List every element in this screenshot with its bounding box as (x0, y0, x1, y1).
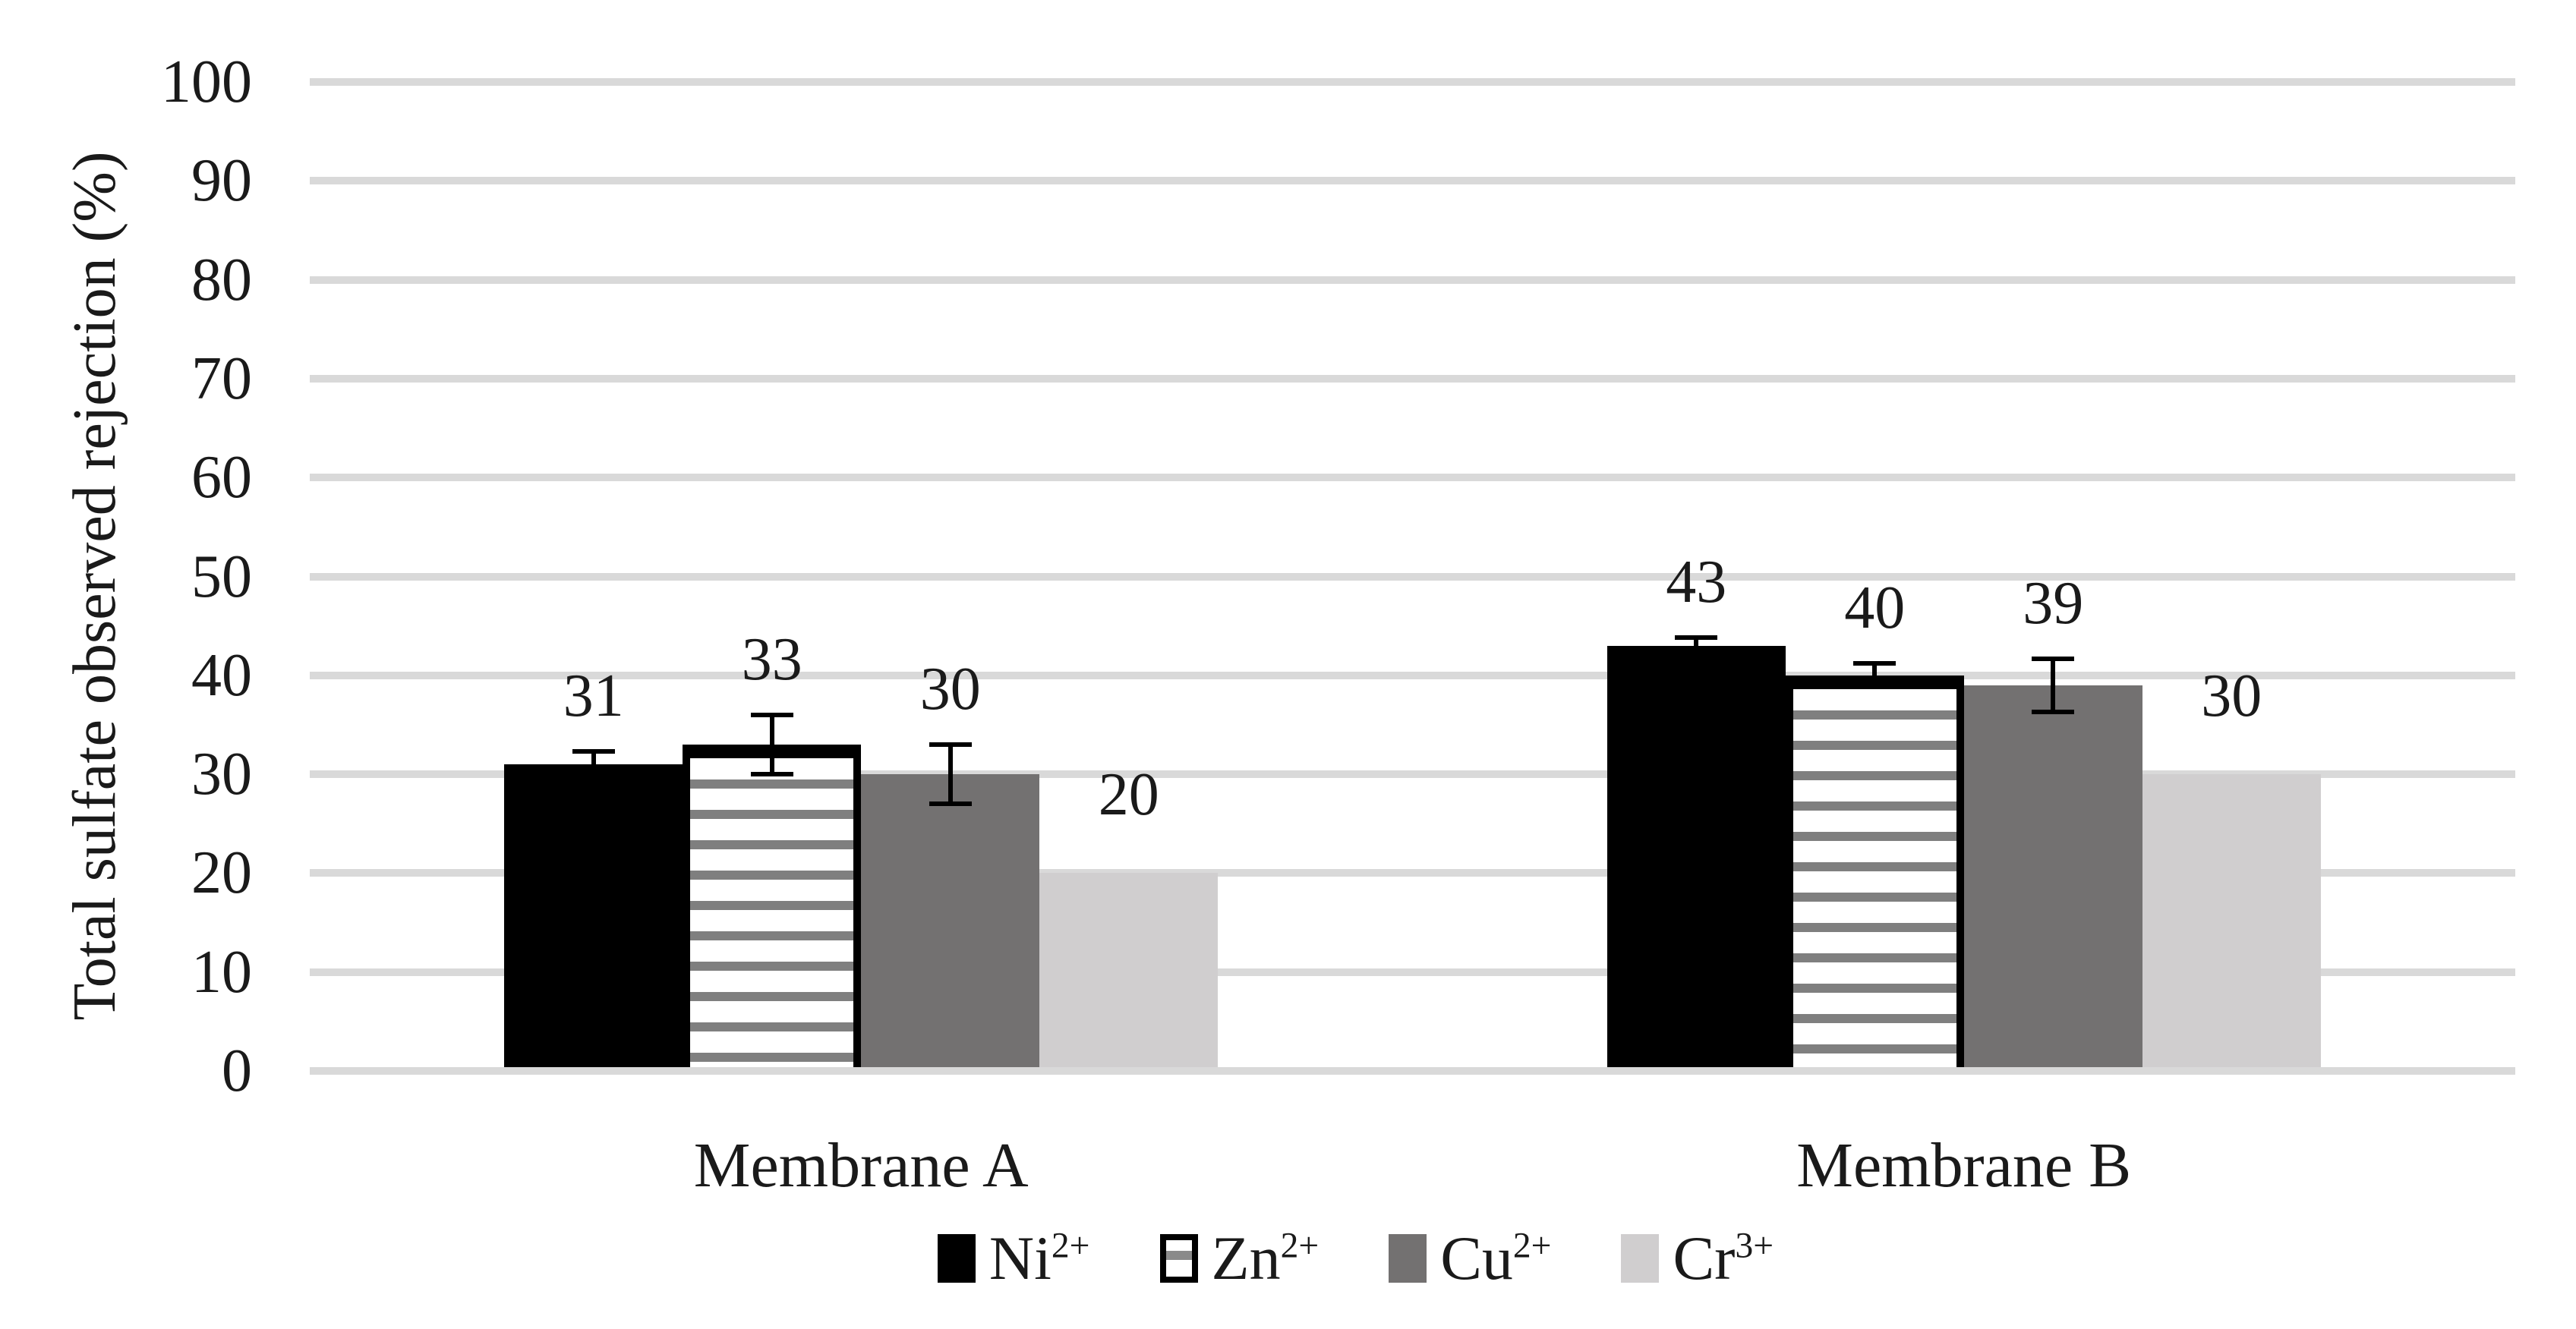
grid-line (310, 474, 2515, 481)
legend-label-cu: Cu2+ (1440, 1223, 1552, 1293)
legend-label-ni: Ni2+ (988, 1223, 1090, 1293)
y-tick-label: 70 (191, 345, 252, 412)
y-tick-label: 40 (191, 642, 252, 709)
y-tick-label: 100 (161, 49, 252, 115)
grid-line (310, 672, 2515, 679)
legend-swatch-zn (1159, 1234, 1198, 1283)
y-tick-label: 0 (222, 1038, 252, 1104)
data-label-membrane-b-ni: 43 (1666, 549, 1727, 616)
error-bar-cap-bottom (1853, 685, 1897, 689)
error-bar-cap-top (1675, 635, 1718, 640)
bar-membrane-a-ni (504, 764, 683, 1067)
y-tick-label: 80 (191, 247, 252, 313)
data-label-membrane-a-zn: 33 (741, 626, 802, 693)
error-bar-membrane-a-ni (591, 751, 596, 777)
error-bar-membrane-a-cu (947, 745, 953, 804)
error-bar-cap-top (2032, 657, 2075, 661)
legend-item-cu: Cu2+ (1389, 1227, 1551, 1290)
legend-item-zn: Zn2+ (1159, 1223, 1320, 1293)
y-tick-label: 10 (191, 939, 252, 1006)
bar-membrane-b-cu (1963, 685, 2142, 1067)
legend-swatch-cr (1621, 1234, 1660, 1283)
data-label-membrane-a-cr: 20 (1098, 761, 1159, 828)
error-bar-cap-top (929, 742, 972, 747)
legend-swatch-cu (1389, 1234, 1427, 1283)
legend-label-cr: Cr3+ (1673, 1223, 1774, 1293)
grid-line (310, 177, 2515, 184)
legend-swatch-ni (937, 1234, 976, 1283)
legend-label-zn: Zn2+ (1211, 1223, 1320, 1293)
error-bar-cap-top (750, 713, 793, 717)
grid-line (310, 1067, 2515, 1075)
bar-membrane-a-cr (1039, 873, 1219, 1067)
grid-line (310, 573, 2515, 581)
error-bar-cap-bottom (929, 801, 972, 806)
y-tick-label: 60 (191, 444, 252, 511)
grid-line (310, 78, 2515, 86)
grid-line (310, 968, 2515, 976)
error-bar-membrane-a-zn (769, 715, 774, 774)
bar-membrane-b-ni (1606, 646, 1786, 1067)
legend-item-cr: Cr3+ (1621, 1227, 1774, 1290)
legend: Ni2+ Zn2+ Cu2+ Cr3+ (253, 1227, 2458, 1290)
data-label-membrane-b-cr: 30 (2201, 663, 2262, 729)
y-tick-label: 50 (191, 543, 252, 610)
error-bar-cap-top (572, 749, 615, 754)
data-label-membrane-b-cu: 39 (2023, 570, 2084, 637)
data-label-membrane-b-zn: 40 (1844, 575, 1906, 641)
y-tick-label: 30 (191, 741, 252, 808)
bar-membrane-b-cr (2142, 774, 2321, 1067)
data-label-membrane-a-ni: 31 (563, 663, 624, 729)
error-bar-cap-bottom (2032, 710, 2075, 714)
bar-membrane-a-zn (683, 745, 862, 1067)
error-bar-membrane-b-zn (1872, 663, 1878, 687)
data-label-membrane-a-cu: 30 (919, 656, 981, 723)
error-bar-cap-bottom (1675, 651, 1718, 656)
category-label-membrane-a: Membrane A (693, 1130, 1029, 1201)
error-bar-membrane-b-ni (1694, 638, 1699, 653)
category-label-membrane-b: Membrane B (1796, 1130, 2132, 1201)
error-bar-cap-top (1853, 661, 1897, 666)
error-bar-cap-bottom (572, 775, 615, 779)
grid-line (310, 869, 2515, 877)
error-bar-membrane-b-cu (2051, 659, 2056, 712)
grid-line (310, 770, 2515, 778)
grid-line (310, 375, 2515, 383)
error-bar-cap-bottom (750, 772, 793, 776)
grid-line (310, 276, 2515, 284)
y-tick-label: 20 (191, 839, 252, 906)
bar-membrane-a-cu (861, 774, 1040, 1067)
y-tick-label: 90 (191, 147, 252, 214)
legend-item-ni: Ni2+ (937, 1223, 1090, 1293)
bar-membrane-b-zn (1785, 676, 1964, 1067)
